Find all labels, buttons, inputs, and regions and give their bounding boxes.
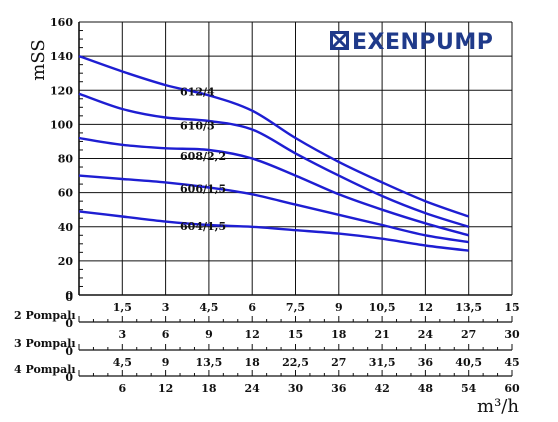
- series-label: 606/1,5: [180, 183, 226, 196]
- extra-axis-tick-label: 18: [245, 356, 261, 369]
- curves: [78, 54, 470, 252]
- x-tick-label: 4,5: [199, 301, 218, 314]
- x-tick-label: 15: [504, 301, 519, 314]
- extra-axis-tick-label: 45: [504, 356, 519, 369]
- y-tick-label: 0: [65, 289, 73, 302]
- extra-axis-tick-label: 40,5: [455, 356, 482, 369]
- extra-axis-tick-label: 21: [374, 328, 389, 341]
- y-tick-label: 140: [50, 50, 73, 63]
- series-line: [78, 136, 470, 237]
- series-line: [78, 92, 470, 228]
- extra-axis-tick-label: 54: [461, 382, 477, 395]
- logo-mark-icon: [330, 31, 349, 50]
- series-label: 610/3: [180, 119, 215, 132]
- extra-axis-tick-label: 27: [461, 328, 476, 341]
- x-tick-label: 6: [248, 301, 256, 314]
- extra-axis-tick-label: 9: [205, 328, 213, 341]
- extra-axis-label: 2 Pompalı: [14, 309, 76, 322]
- x-tick-label: 12: [418, 301, 433, 314]
- extra-axis-tick-label: 12: [158, 382, 173, 395]
- extra-axis-tick-label: 30: [288, 382, 304, 395]
- extra-axis-tick-label: 36: [331, 382, 347, 395]
- extra-axis-tick-label: 6: [118, 382, 126, 395]
- extra-axis-tick-label: 36: [418, 356, 434, 369]
- extra-axis-tick-label: 48: [418, 382, 434, 395]
- extra-axis-zero: 0: [65, 371, 73, 384]
- y-tick-label: 80: [58, 153, 74, 166]
- series-label: 604/1,5: [180, 220, 226, 233]
- extra-axis-zero: 0: [65, 317, 73, 330]
- extra-axis-tick-label: 9: [162, 356, 170, 369]
- extra-axis-tick-label: 30: [504, 328, 520, 341]
- extra-axis-zero: 0: [65, 345, 73, 358]
- x-tick-label: 10,5: [369, 301, 396, 314]
- extra-axis-tick-label: 3: [118, 328, 126, 341]
- extra-axis-tick-label: 31,5: [369, 356, 396, 369]
- extra-axis-tick-label: 13,5: [196, 356, 223, 369]
- series-line: [78, 174, 469, 244]
- y-tick-label: 100: [50, 118, 73, 131]
- x-tick-label: 1,5: [113, 301, 132, 314]
- extra-axis-tick-label: 12: [245, 328, 260, 341]
- series-line: [78, 210, 469, 252]
- brand-logo: EXENPUMP: [330, 30, 493, 55]
- series-label: 608/2,2: [180, 150, 226, 163]
- x-tick-labels: 1,5 3 4,5 6 7,5 9 10,5 12 13,5 15 0: [65, 291, 519, 314]
- extra-axis-tick-label: 60: [504, 382, 520, 395]
- x-tick-label: 9: [335, 301, 343, 314]
- extra-axis-tick-label: 4,5: [113, 356, 132, 369]
- x-tick-label: 0: [65, 291, 73, 304]
- curve-labels: 612/4 610/3 608/2,2 606/1,5 604/1,5: [180, 85, 226, 233]
- extra-axis-tick-label: 42: [374, 382, 389, 395]
- x-tick-label: 3: [162, 301, 170, 314]
- brand-logo-text: EXENPUMP: [352, 30, 493, 55]
- y-axis-title: mSS: [28, 39, 49, 80]
- extra-axis-tick-label: 22,5: [282, 356, 309, 369]
- series-line: [78, 54, 470, 218]
- extra-axis-tick-label: 24: [418, 328, 434, 341]
- y-tick-label: 120: [50, 84, 73, 97]
- x-axis-title: m³/h: [477, 396, 519, 417]
- y-tick-label: 20: [58, 255, 74, 268]
- y-tick-labels: 0 20 40 60 80 100 120 140 160: [50, 16, 73, 302]
- extra-axis-tick-label: 24: [245, 382, 261, 395]
- extra-axis-tick-label: 18: [331, 328, 347, 341]
- extra-axis-tick-label: 15: [288, 328, 303, 341]
- y-tick-label: 160: [50, 16, 73, 29]
- extra-axis-label: 4 Pompalı: [14, 363, 76, 376]
- x-tick-label: 7,5: [286, 301, 305, 314]
- extra-axis-label: 3 Pompalı: [14, 337, 76, 350]
- series-label: 612/4: [180, 85, 215, 98]
- extra-axis-tick-label: 27: [331, 356, 346, 369]
- extra-axis-tick-label: 18: [201, 382, 217, 395]
- extra-axis-tick-label: 6: [162, 328, 170, 341]
- y-tick-label: 60: [58, 187, 74, 200]
- grid: [78, 21, 513, 296]
- x-tick-label: 13,5: [455, 301, 482, 314]
- y-tick-label: 40: [58, 221, 74, 234]
